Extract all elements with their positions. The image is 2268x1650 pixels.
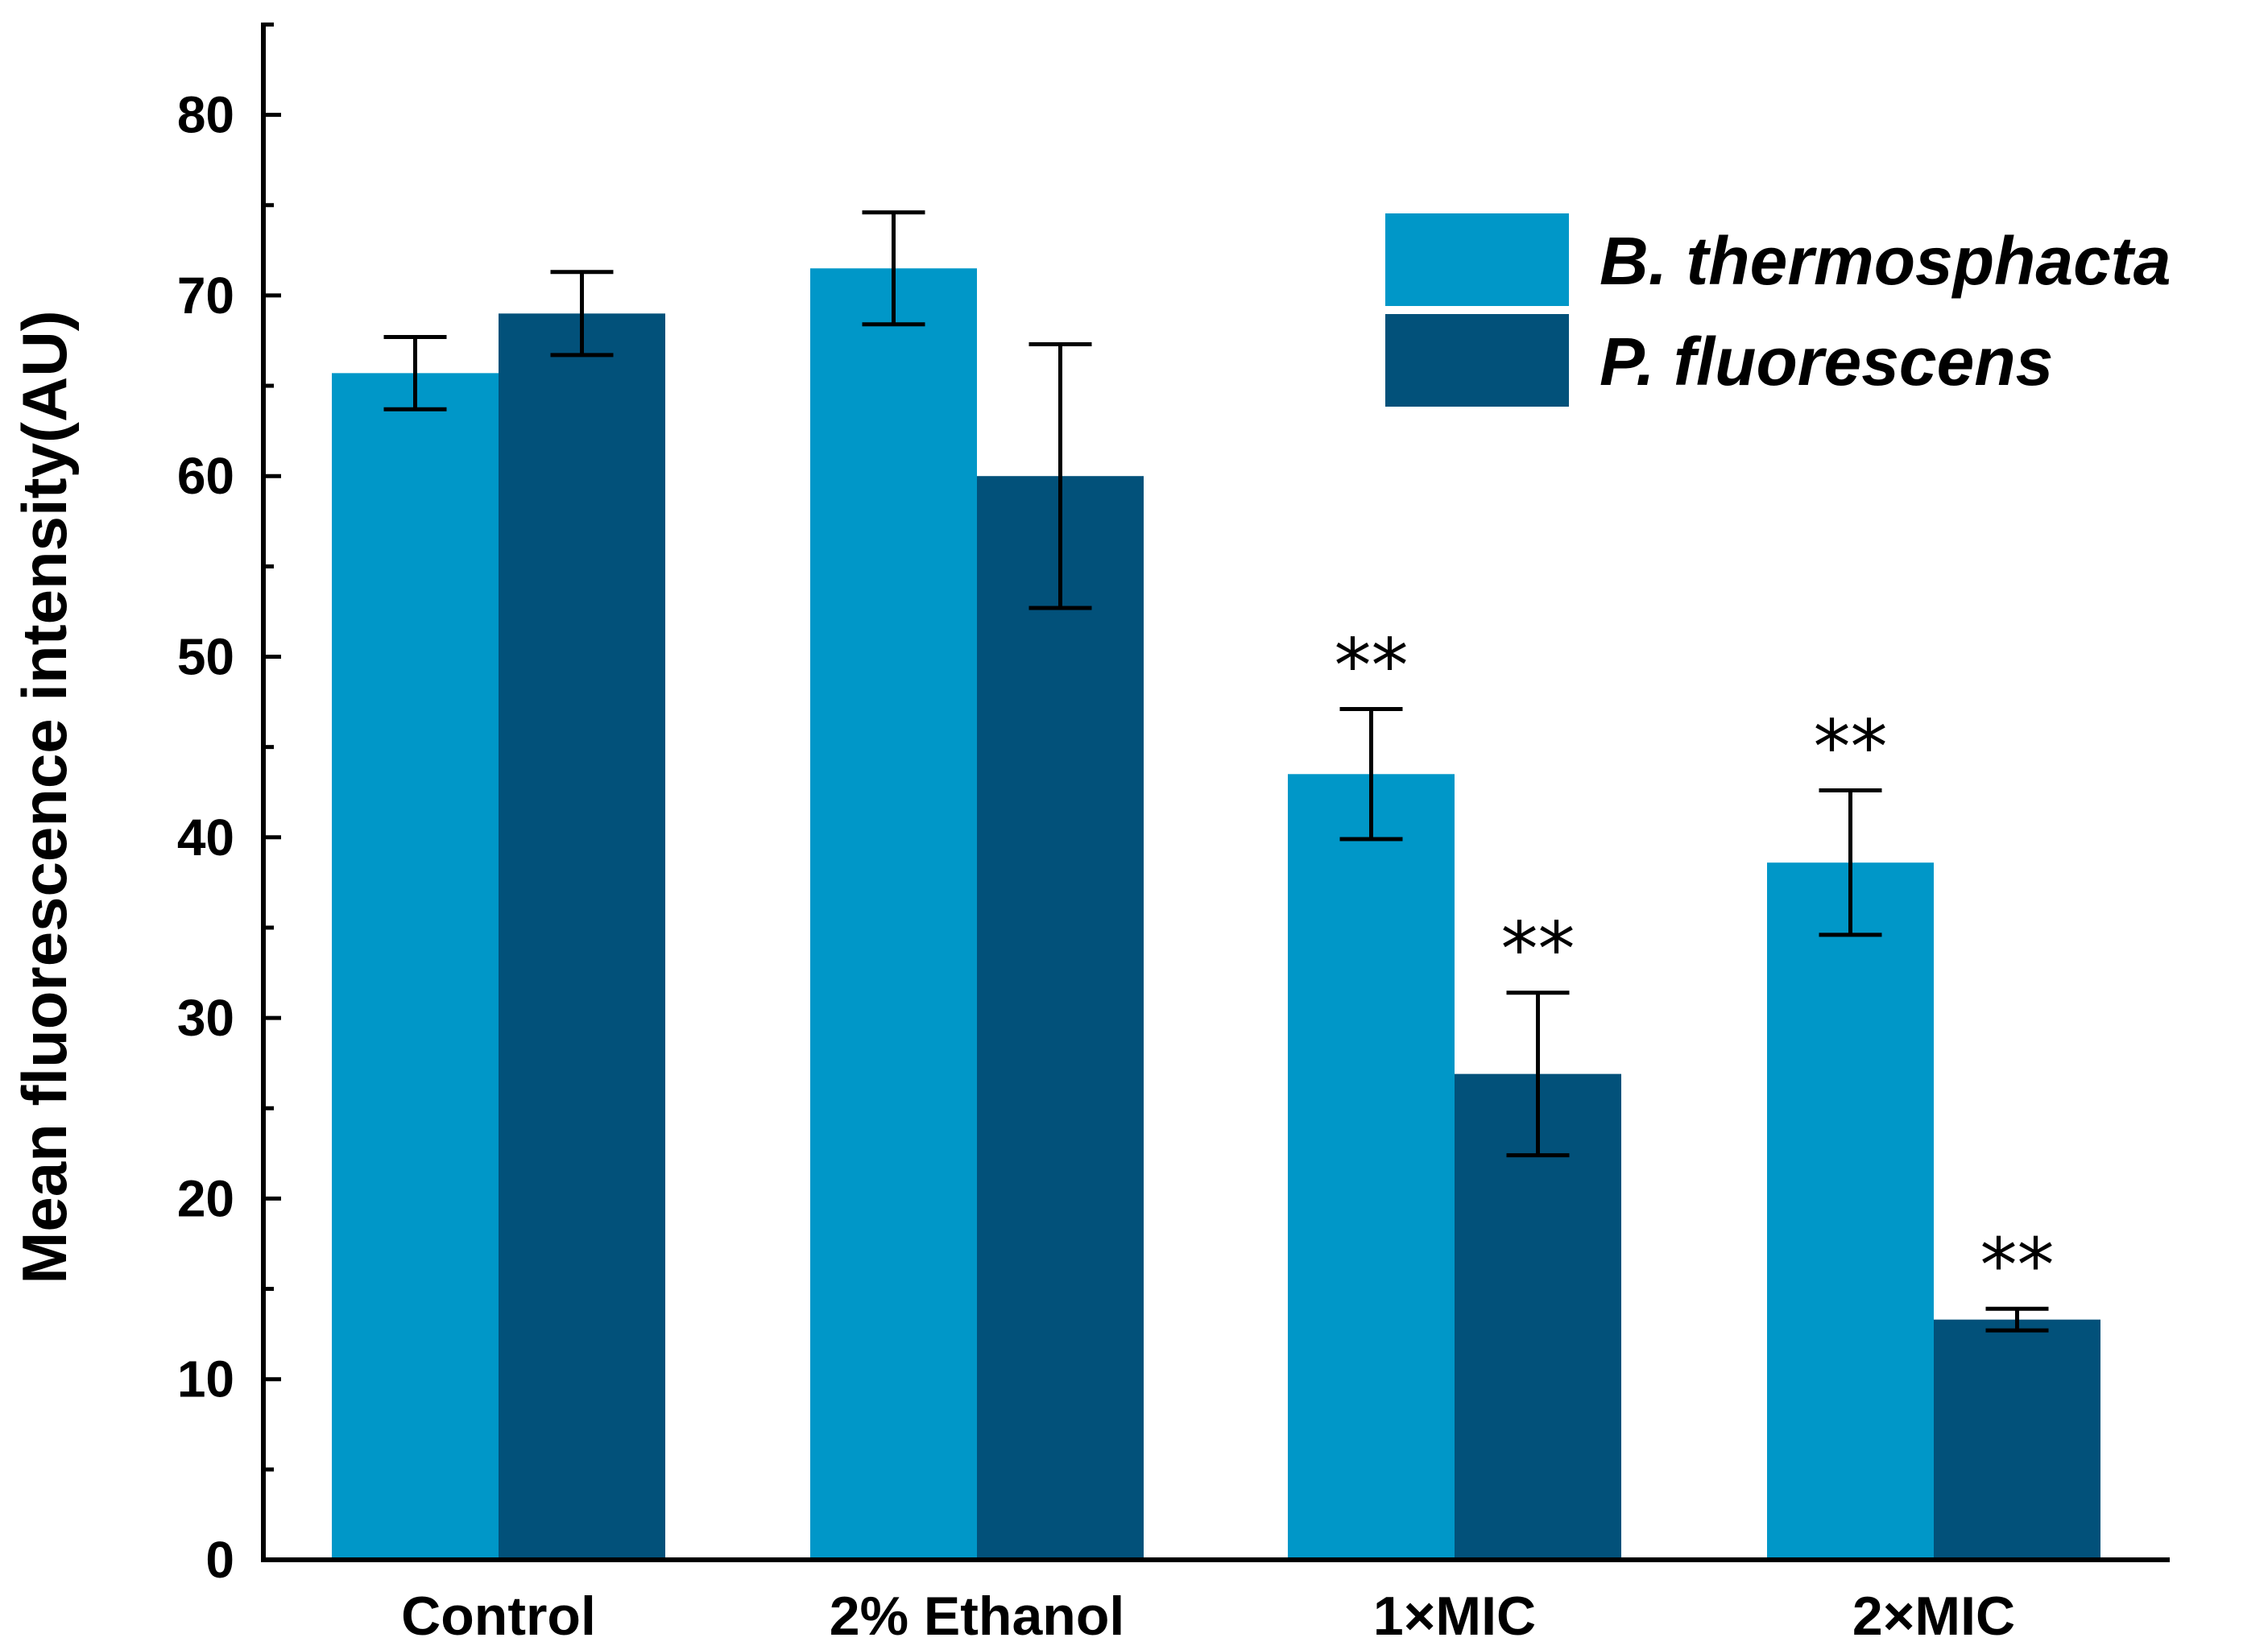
x-category-label: 2×MIC bbox=[1852, 1586, 2015, 1647]
y-tick-label: 10 bbox=[177, 1350, 234, 1408]
significance-marker: ** bbox=[1980, 1222, 2055, 1309]
x-category-label: 2% Ethanol bbox=[830, 1586, 1125, 1647]
x-category-label: Control bbox=[401, 1586, 596, 1647]
y-tick-label: 0 bbox=[205, 1531, 234, 1589]
bar-b-thermosphacta-3 bbox=[1767, 862, 1934, 1560]
bars bbox=[332, 268, 2100, 1561]
error-bars bbox=[383, 210, 2049, 1333]
bar-p-fluorescens-0 bbox=[499, 313, 665, 1561]
y-axis-ticks: 0 10 20 30 40 50 60 70 80 bbox=[177, 22, 281, 1589]
y-tick-label: 60 bbox=[177, 447, 234, 505]
x-category-label: 1×MIC bbox=[1373, 1586, 1536, 1647]
y-axis-label: Mean fluorescence intensity(AU) bbox=[9, 310, 80, 1284]
y-tick-label: 30 bbox=[177, 989, 234, 1047]
bar-b-thermosphacta-0 bbox=[332, 373, 499, 1560]
legend-label-b-thermosphacta: B. thermosphacta bbox=[1600, 223, 2171, 299]
legend: B. thermosphacta P. fluorescens bbox=[1385, 213, 2171, 407]
bar-p-fluorescens-3 bbox=[1934, 1319, 2100, 1560]
bar-b-thermosphacta-2 bbox=[1288, 774, 1455, 1560]
y-tick-label: 40 bbox=[177, 808, 234, 866]
legend-swatch-p-fluorescens bbox=[1385, 314, 1569, 407]
significance-marker: ** bbox=[1335, 623, 1409, 709]
y-tick-label: 70 bbox=[177, 267, 234, 325]
significance-marker: ** bbox=[1501, 907, 1575, 993]
legend-swatch-b-thermosphacta bbox=[1385, 213, 1569, 306]
legend-label-p-fluorescens: P. fluorescens bbox=[1600, 324, 2053, 399]
axes bbox=[261, 23, 2170, 1562]
bar-p-fluorescens-1 bbox=[977, 476, 1144, 1561]
significance-marker: ** bbox=[1814, 704, 1888, 790]
bar-b-thermosphacta-1 bbox=[810, 268, 977, 1560]
x-axis-labels: Control 2% Ethanol 1×MIC 2×MIC bbox=[401, 1586, 2015, 1647]
significance-markers: ** ** ** ** bbox=[1335, 623, 2055, 1309]
y-tick-label: 50 bbox=[177, 628, 234, 686]
y-tick-label: 20 bbox=[177, 1169, 234, 1227]
y-tick-label: 80 bbox=[177, 86, 234, 144]
